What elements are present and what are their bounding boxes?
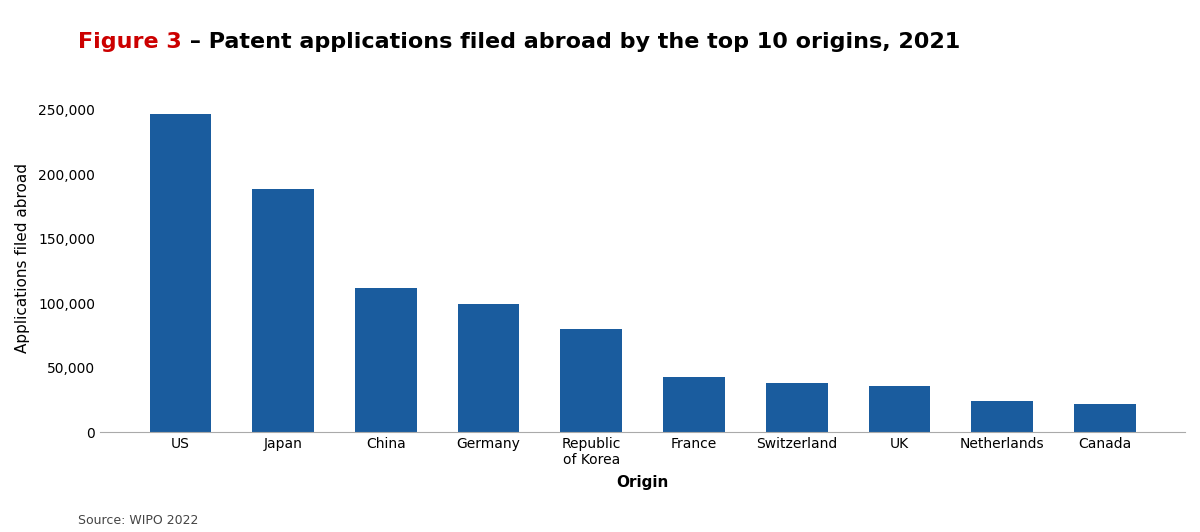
Bar	[150, 114, 211, 432]
Bar	[869, 386, 930, 432]
Text: Figure 3: Figure 3	[78, 32, 181, 52]
Bar	[766, 383, 828, 432]
Bar	[1074, 404, 1135, 432]
Bar	[560, 329, 622, 432]
Text: – Patent applications filed abroad by the top 10 origins, 2021: – Patent applications filed abroad by th…	[181, 32, 960, 52]
X-axis label: Origin: Origin	[617, 476, 668, 491]
Bar	[252, 188, 314, 432]
Bar	[355, 288, 416, 432]
Y-axis label: Applications filed abroad: Applications filed abroad	[14, 163, 30, 353]
Bar	[664, 377, 725, 432]
Bar	[457, 304, 520, 432]
Bar	[971, 401, 1033, 432]
Text: Source: WIPO 2022: Source: WIPO 2022	[78, 514, 198, 527]
